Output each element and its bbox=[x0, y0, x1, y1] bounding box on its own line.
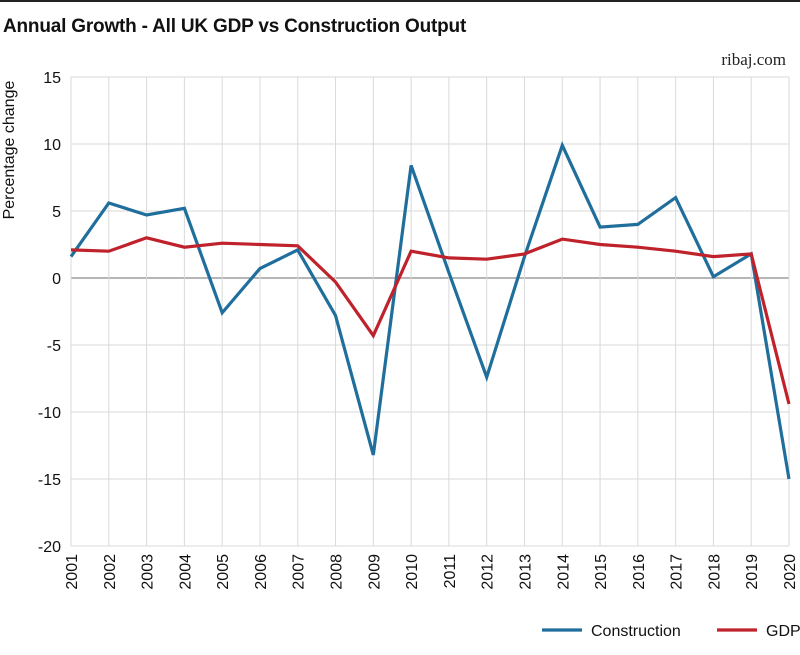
x-tick-label: 2013 bbox=[517, 554, 534, 590]
x-tick-label: 2003 bbox=[140, 554, 157, 590]
y-tick-label: -10 bbox=[38, 405, 61, 422]
x-tick-label: 2008 bbox=[329, 554, 346, 590]
x-tick-label: 2015 bbox=[593, 554, 610, 590]
y-tick-label: -15 bbox=[38, 472, 61, 489]
x-tick-label: 2017 bbox=[669, 554, 686, 590]
chart-title: Annual Growth - All UK GDP vs Constructi… bbox=[3, 16, 467, 37]
x-tick-label: 2006 bbox=[253, 554, 270, 590]
x-tick-label: 2007 bbox=[291, 554, 308, 590]
legend-label-gdp: GDP bbox=[766, 623, 800, 640]
y-tick-label: 0 bbox=[52, 271, 61, 288]
top-rule bbox=[0, 0, 800, 2]
y-tick-label: -20 bbox=[38, 539, 61, 556]
legend-label-construction: Construction bbox=[591, 623, 681, 640]
x-tick-label: 2002 bbox=[102, 554, 119, 590]
grid-lines bbox=[70, 76, 790, 547]
series-line-gdp bbox=[70, 236, 791, 405]
x-tick-label: 2014 bbox=[555, 554, 572, 590]
y-tick-label: -5 bbox=[47, 338, 61, 355]
y-axis-label: Percentage change bbox=[1, 81, 18, 220]
legend: Construction GDP bbox=[542, 623, 800, 640]
series-line-construction bbox=[69, 140, 791, 480]
x-tick-label: 2020 bbox=[782, 554, 799, 590]
x-tick-label: 2012 bbox=[480, 554, 497, 590]
x-tick-label: 2019 bbox=[744, 554, 761, 590]
x-tick-label: 2010 bbox=[404, 554, 421, 590]
y-tick-labels: 15 10 5 0 -5 -10 -15 -20 bbox=[38, 70, 61, 556]
x-tick-labels: 2001 2002 2003 2004 2005 2006 2007 2008 2009 2010… bbox=[64, 554, 799, 590]
y-tick-label: 5 bbox=[52, 204, 61, 221]
x-tick-label: 2018 bbox=[706, 554, 723, 590]
y-tick-label: 10 bbox=[43, 137, 61, 154]
series-lines bbox=[69, 140, 791, 480]
x-tick-label: 2009 bbox=[366, 554, 383, 590]
y-tick-label: 15 bbox=[43, 70, 61, 87]
x-tick-label: 2005 bbox=[215, 554, 232, 590]
x-tick-label: 2011 bbox=[442, 554, 459, 589]
x-tick-label: 2016 bbox=[631, 554, 648, 590]
source-label: ribaj.com bbox=[721, 50, 786, 69]
x-tick-label: 2004 bbox=[177, 554, 194, 590]
x-tick-label: 2001 bbox=[64, 554, 81, 590]
